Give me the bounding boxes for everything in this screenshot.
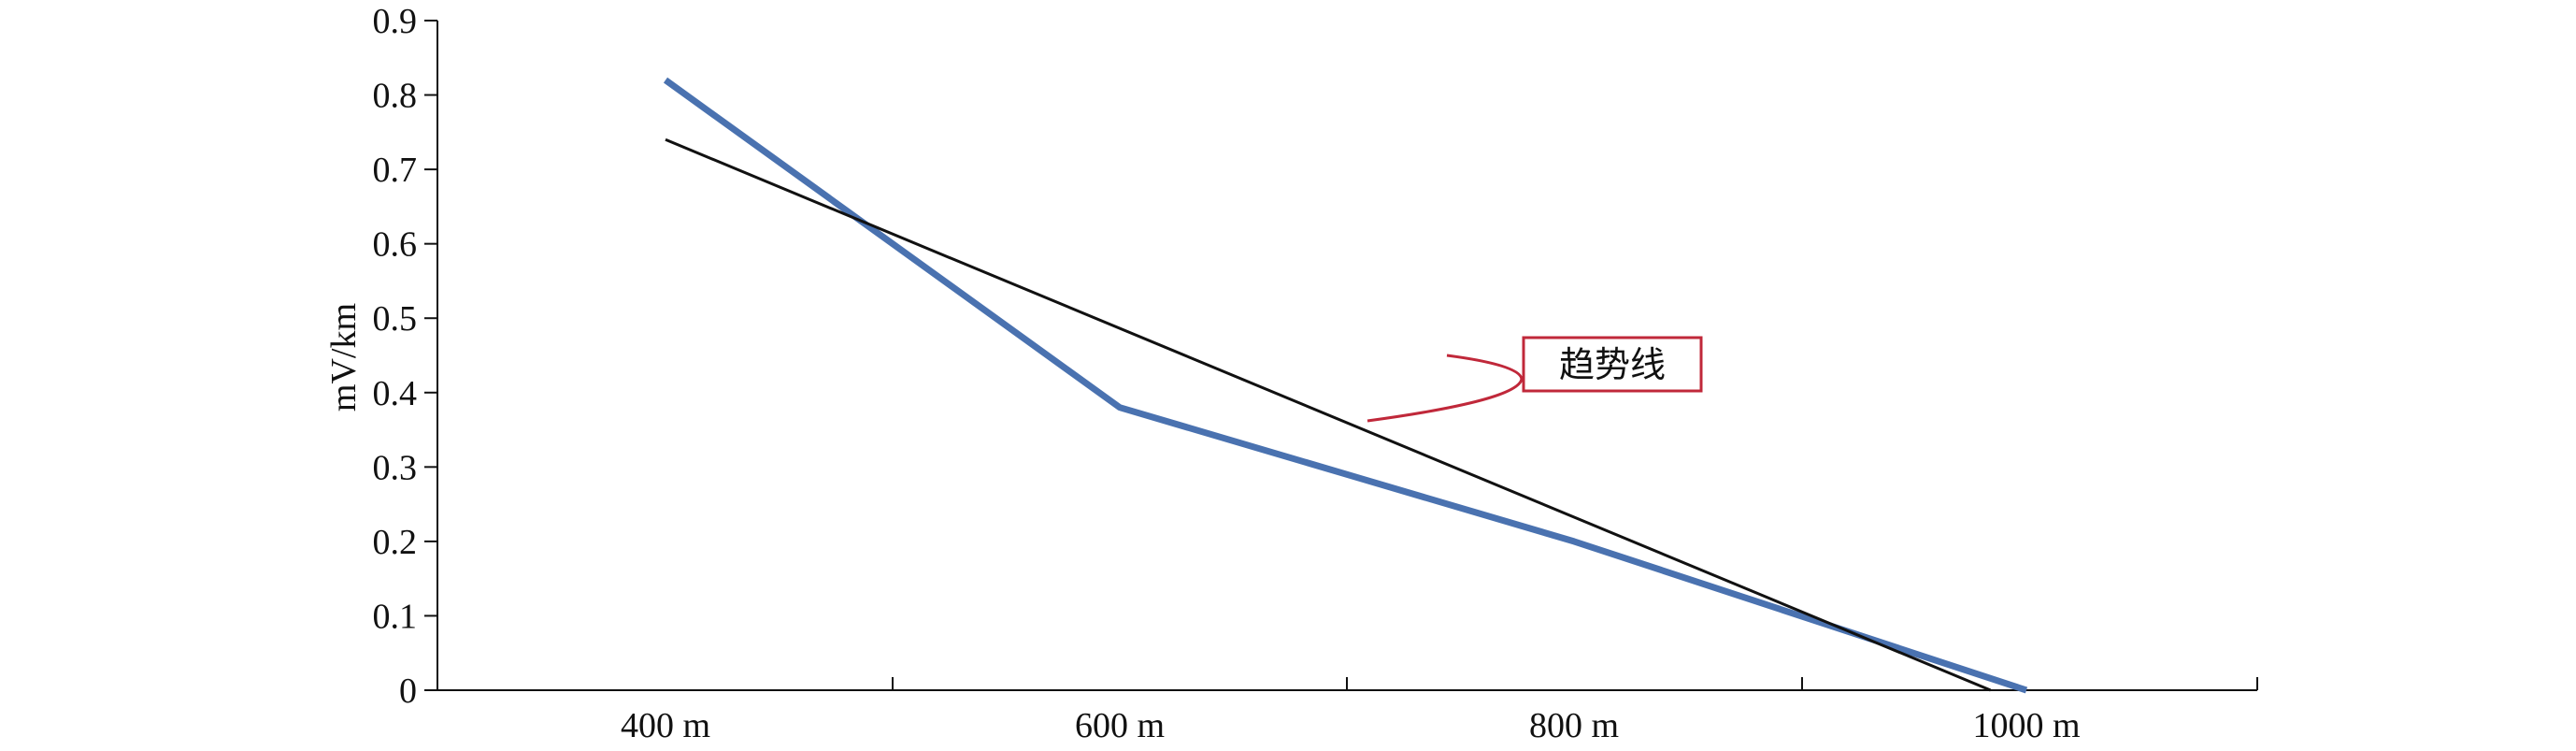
data-series-line	[663, 77, 2028, 694]
trendline-annotation: 趋势线	[1367, 336, 1703, 423]
annotation-box	[1522, 336, 1703, 393]
x-tick-label: 800 m	[1529, 706, 1619, 745]
y-tick-label: 0.6	[373, 225, 418, 265]
y-tick-label: 0.3	[373, 448, 418, 487]
series-layer	[663, 77, 2028, 694]
y-tick-label: 0.9	[373, 2, 418, 41]
annotation-leader-line	[1367, 354, 1524, 423]
y-tick-label: 0.1	[373, 597, 418, 636]
x-tick-label: 400 m	[621, 706, 710, 745]
y-axis-title: mV/km	[324, 303, 364, 412]
y-tick-label: 0.4	[373, 374, 418, 413]
x-tick-label: 600 m	[1075, 706, 1165, 745]
labels-layer: 0 0.1 0.2 0.3 0.4 0.5 0.6 0.7 0.8 0.9 400 m 600 m 80…	[373, 2, 2081, 745]
axes	[424, 20, 2258, 691]
y-tick-label: 0.2	[373, 523, 418, 562]
y-tick-label: 0.5	[373, 299, 418, 339]
y-tick-label: 0.7	[373, 151, 418, 190]
annotation-label: 趋势线	[1559, 344, 1666, 385]
trendline	[665, 137, 1992, 692]
y-tick-label: 0.8	[373, 77, 418, 116]
x-tick-label: 1000 m	[1972, 706, 2080, 745]
y-tick-label: 0	[399, 672, 417, 711]
